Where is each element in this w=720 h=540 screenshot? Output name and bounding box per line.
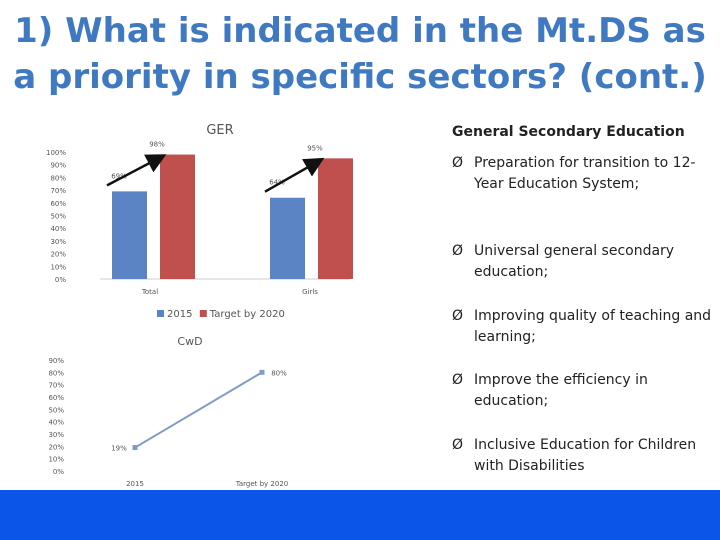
- y-tick-label: 90%: [50, 162, 66, 170]
- data-label: 19%: [111, 445, 127, 453]
- y-tick-label: 10%: [48, 456, 64, 464]
- y-tick-label: 100%: [46, 149, 66, 157]
- bar: [270, 197, 305, 279]
- y-tick-label: 90%: [48, 357, 64, 365]
- data-label: 80%: [271, 369, 287, 377]
- data-label: 95%: [307, 144, 323, 152]
- chart-title: CwD: [177, 335, 202, 348]
- legend-swatch: [199, 310, 207, 317]
- data-point: [132, 445, 138, 451]
- arrow-bullet-icon: Ø: [452, 155, 464, 171]
- legend-label: Target by 2020: [209, 309, 285, 320]
- category-label: 2015: [126, 480, 144, 488]
- arrow-bullet-icon: Ø: [452, 243, 464, 259]
- bar: [112, 191, 147, 279]
- y-tick-label: 40%: [50, 225, 66, 233]
- y-tick-label: 60%: [48, 394, 64, 402]
- category-label: Target by 2020: [235, 480, 289, 488]
- bullet-item: Ø Preparation for transition to 12-Year …: [452, 153, 717, 195]
- bullet-text: Improve the efficiency in education;: [474, 372, 648, 409]
- y-tick-label: 80%: [50, 174, 66, 182]
- y-tick-label: 50%: [48, 406, 64, 414]
- chart-title: GER: [206, 123, 233, 138]
- y-tick-label: 10%: [50, 263, 66, 271]
- y-tick-label: 0%: [55, 276, 66, 284]
- y-tick-label: 70%: [50, 187, 66, 195]
- slide-title: 1) What is indicated in the Mt.DS as a p…: [13, 11, 707, 97]
- y-tick-label: 40%: [48, 419, 64, 427]
- legend-swatch: [157, 310, 164, 317]
- bullet-item: Ø Improve the efficiency in education;: [452, 370, 717, 412]
- category-label: Girls: [302, 288, 318, 296]
- bullet-item: Ø Inclusive Education for Children with …: [452, 435, 717, 477]
- ger-bar-chart: GER 0% 10% 20% 30% 40% 50% 60% 70% 80% 90% 100% 69% 9…: [46, 123, 353, 320]
- data-label: 98%: [149, 141, 165, 149]
- trend-arrow: [106, 154, 167, 187]
- arrow-bullet-icon: Ø: [452, 437, 464, 453]
- bullet-text: Inclusive Education for Children with Di…: [474, 437, 697, 474]
- y-tick-label: 80%: [48, 369, 64, 377]
- y-tick-label: 70%: [48, 382, 64, 390]
- bar: [160, 154, 195, 279]
- category-label: Total: [141, 288, 158, 296]
- y-tick-label: 0%: [53, 468, 64, 476]
- panel-title: General Secondary Education: [452, 124, 685, 140]
- y-tick-label: 50%: [50, 213, 66, 221]
- bullet-text: Preparation for transition to 12-Year Ed…: [474, 155, 696, 192]
- bullet-text: Universal general secondary education;: [474, 243, 675, 280]
- data-label: 69%: [111, 172, 127, 180]
- footer-bar: [0, 490, 720, 540]
- data-label: 64%: [269, 179, 285, 187]
- bullet-text: Improving quality of teaching and learni…: [474, 308, 712, 345]
- series-line: [134, 371, 263, 449]
- cwd-line-chart: CwD 0% 10% 20% 30% 40% 50% 60% 70% 80% 90% 19% 80% 20…: [48, 335, 289, 488]
- trend-arrow: [264, 157, 325, 193]
- arrow-bullet-icon: Ø: [452, 372, 464, 388]
- y-tick-label: 20%: [50, 251, 66, 259]
- data-point: [259, 369, 265, 375]
- y-tick-label: 30%: [50, 238, 66, 246]
- y-tick-label: 20%: [48, 443, 64, 451]
- bar: [318, 158, 353, 279]
- y-tick-label: 30%: [48, 431, 64, 439]
- bullet-item: Ø Improving quality of teaching and lear…: [452, 306, 717, 348]
- bullet-item: Ø Universal general secondary education;: [452, 241, 717, 283]
- legend-label: 2015: [167, 309, 192, 320]
- arrow-bullet-icon: Ø: [452, 308, 464, 324]
- y-tick-label: 60%: [50, 200, 66, 208]
